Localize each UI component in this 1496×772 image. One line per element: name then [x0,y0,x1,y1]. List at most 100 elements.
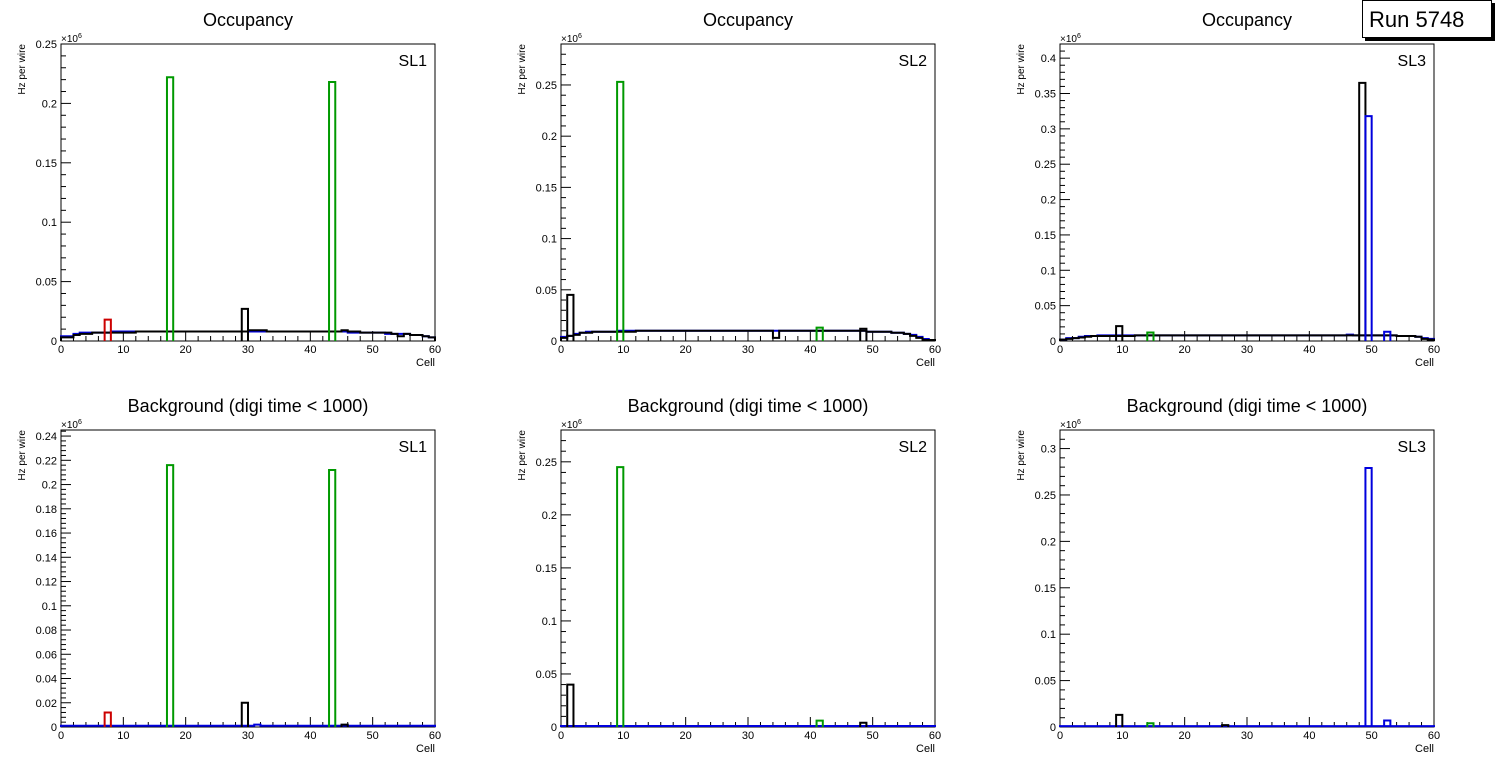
y-tick-label: 0.04 [36,674,57,686]
x-tick-label: 20 [1179,730,1191,742]
x-axis-label: Cell [1415,357,1434,369]
histogram-bin [103,318,112,341]
y-tick-label: 0.05 [536,669,557,681]
histogram-bin [1364,467,1373,727]
histogram-series [560,329,936,341]
y-tick-label: 0.15 [536,563,557,575]
histogram-series [60,329,436,341]
histogram-bin [1221,724,1230,727]
histogram-bin [328,81,337,341]
x-axis-label: Cell [916,357,935,369]
y-tick-label: 0.08 [36,625,57,637]
y-tick-label: 0.3 [1041,444,1056,456]
y-tick-label: 0 [1050,722,1056,734]
x-tick-label: 20 [1179,344,1191,356]
histogram-bin [566,293,575,341]
superlayer-tag: SL2 [899,53,928,70]
y-tick-label: 0.1 [42,217,57,229]
y-tick-label: 0.1 [1041,265,1056,277]
x-tick-label: 60 [429,730,441,742]
x-tick-label: 10 [1116,344,1128,356]
chart-title: Occupancy [1202,10,1292,30]
y-tick-label: 0.1 [542,616,557,628]
y-axis-label: Hz per wire [1016,430,1027,481]
y-tick-label: 0.1 [1041,629,1056,641]
histogram-bin [240,307,249,341]
chart-title: Background (digi time < 1000) [128,396,369,416]
x-tick-label: 50 [367,344,379,356]
y-exponent-value: 6 [1077,419,1081,426]
y-tick-label: 0.2 [42,480,57,492]
histogram-bin [1383,330,1392,341]
y-axis-label: Hz per wire [17,44,28,95]
y-tick-label: 0.2 [1041,536,1056,548]
y-tick-label: 0.15 [1035,583,1056,595]
histogram-bin [165,76,175,341]
histogram-bin [165,464,175,727]
x-tick-label: 50 [867,344,879,356]
x-tick-label: 40 [304,344,316,356]
y-tick-label: 0 [1050,336,1056,348]
x-tick-label: 40 [1303,344,1315,356]
y-exponent-value: 6 [78,33,82,40]
x-tick-label: 0 [1057,344,1063,356]
y-exponent-value: 6 [78,419,82,426]
x-tick-label: 10 [617,730,629,742]
y-tick-label: 0.25 [536,457,557,469]
x-tick-label: 50 [1366,344,1378,356]
histogram-series [1059,725,1435,728]
x-axis-label: Cell [416,743,435,755]
y-exponent-value: 6 [1077,33,1081,40]
histogram-bin [1115,713,1124,727]
histogram-series [60,723,436,727]
x-tick-label: 60 [1428,730,1440,742]
chart-title: Background (digi time < 1000) [628,396,869,416]
histogram-bin [566,683,575,727]
panel-2: Occupancy SL2 0 0.05 0.1 0.15 0.2 0.25 ×106 Hz pe… [517,10,941,369]
superlayer-tag: SL1 [399,439,428,456]
x-tick-label: 30 [242,344,254,356]
y-tick-label: 0.3 [1041,124,1056,136]
x-tick-label: 40 [304,730,316,742]
y-tick-label: 0.15 [1035,230,1056,242]
y-tick-label: 0.06 [36,649,57,661]
chart-title: Background (digi time < 1000) [1127,396,1368,416]
x-tick-label: 0 [558,730,564,742]
x-tick-label: 20 [680,344,692,356]
y-exponent-label: ×106 [561,33,582,45]
panel-6: Background (digi time < 1000) SL3 0 0.05 0.1… [1016,396,1440,755]
x-tick-label: 30 [242,730,254,742]
x-tick-label: 30 [742,344,754,356]
panel-1: Occupancy SL1 0 0.05 0.1 0.15 0.2 0.25 ×106 Hz pe… [17,10,441,369]
x-tick-label: 0 [558,344,564,356]
y-tick-label: 0.05 [1035,301,1056,313]
plot-frame [60,43,436,342]
y-tick-label: 0.15 [536,182,557,194]
plot-frame [1059,429,1435,728]
x-axis-label: Cell [1415,743,1434,755]
x-tick-label: 10 [617,344,629,356]
y-exponent-label: ×106 [61,33,82,45]
y-tick-label: 0.25 [1035,159,1056,171]
y-tick-label: 0 [551,336,557,348]
superlayer-tag: SL3 [1398,53,1427,70]
y-tick-label: 0.05 [1035,676,1056,688]
y-axis-label: Hz per wire [1016,44,1027,95]
y-tick-label: 0.05 [536,285,557,297]
superlayer-tag: SL1 [399,53,428,70]
plot-frame [60,429,436,728]
x-tick-label: 0 [1057,730,1063,742]
y-tick-label: 0.2 [1041,195,1056,207]
histogram-bin [340,723,349,727]
histogram-bin [859,327,868,341]
chart-title: Occupancy [203,10,293,30]
y-exponent-label: ×106 [1060,33,1081,45]
y-tick-label: 0.2 [542,510,557,522]
y-tick-label: 0.15 [36,158,57,170]
x-tick-label: 20 [180,344,192,356]
y-tick-label: 0.1 [542,234,557,246]
x-tick-label: 60 [429,344,441,356]
histogram-series [560,724,936,727]
histogram-bin [1115,325,1124,341]
y-tick-label: 0.16 [36,528,57,540]
